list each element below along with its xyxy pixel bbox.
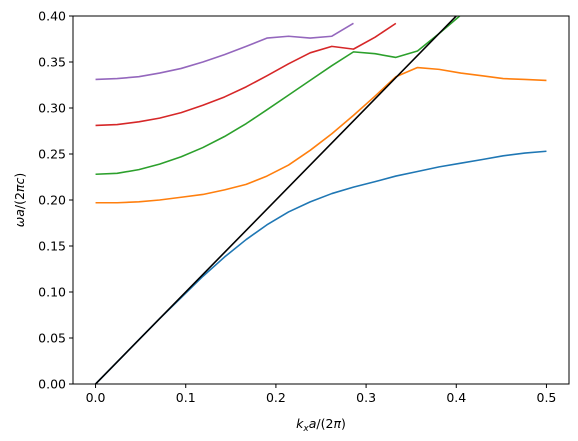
y-tick-label: 0.15 xyxy=(38,239,66,254)
y-axis: 0.00 0.05 0.10 0.15 0.20 0.25 0.30 0.35 0.40 xyxy=(38,9,73,392)
axis-label-part: /(2 xyxy=(316,416,333,431)
x-tick-label: 0.3 xyxy=(356,390,376,405)
axis-label-part: πc xyxy=(12,178,27,193)
y-tick-label: 0.40 xyxy=(38,9,66,24)
axis-label-part: k xyxy=(296,416,304,431)
y-tick-label: 0.35 xyxy=(38,55,66,70)
y-axis-label: ωa/(2πc) xyxy=(12,173,27,227)
axis-label-part: π xyxy=(333,416,341,431)
series-line-6 xyxy=(94,16,457,384)
axis-label-part: ωa xyxy=(12,209,27,227)
axis-label-part: /(2 xyxy=(12,192,27,209)
series-line-3 xyxy=(95,16,461,176)
x-axis: 0.0 0.1 0.2 0.3 0.4 0.5 xyxy=(86,384,557,405)
axis-label-part: ) xyxy=(12,173,27,178)
y-tick-label: 0.30 xyxy=(38,101,66,116)
x-tick-label: 0.1 xyxy=(176,390,196,405)
series-line-5 xyxy=(95,22,354,81)
y-tick-label: 0.20 xyxy=(38,193,66,208)
axis-label-part: ) xyxy=(341,416,346,431)
axis-label-part: x xyxy=(302,424,309,434)
x-tick-label: 0.0 xyxy=(86,390,106,405)
y-tick-label: 0.10 xyxy=(38,285,66,300)
axis-label-part: a xyxy=(309,416,317,431)
x-axis-label: kxa/(2π) xyxy=(296,416,346,434)
x-tick-label: 0.5 xyxy=(537,390,557,405)
y-tick-label: 0.05 xyxy=(38,331,66,346)
series-line-2 xyxy=(95,66,547,204)
y-tick-label: 0.00 xyxy=(38,377,66,392)
x-tick-label: 0.4 xyxy=(446,390,466,405)
x-tick-label: 0.2 xyxy=(266,390,286,405)
series-layer xyxy=(94,16,547,384)
series-line-4 xyxy=(95,22,397,127)
plot-background xyxy=(73,16,569,384)
y-tick-label: 0.25 xyxy=(38,147,66,162)
